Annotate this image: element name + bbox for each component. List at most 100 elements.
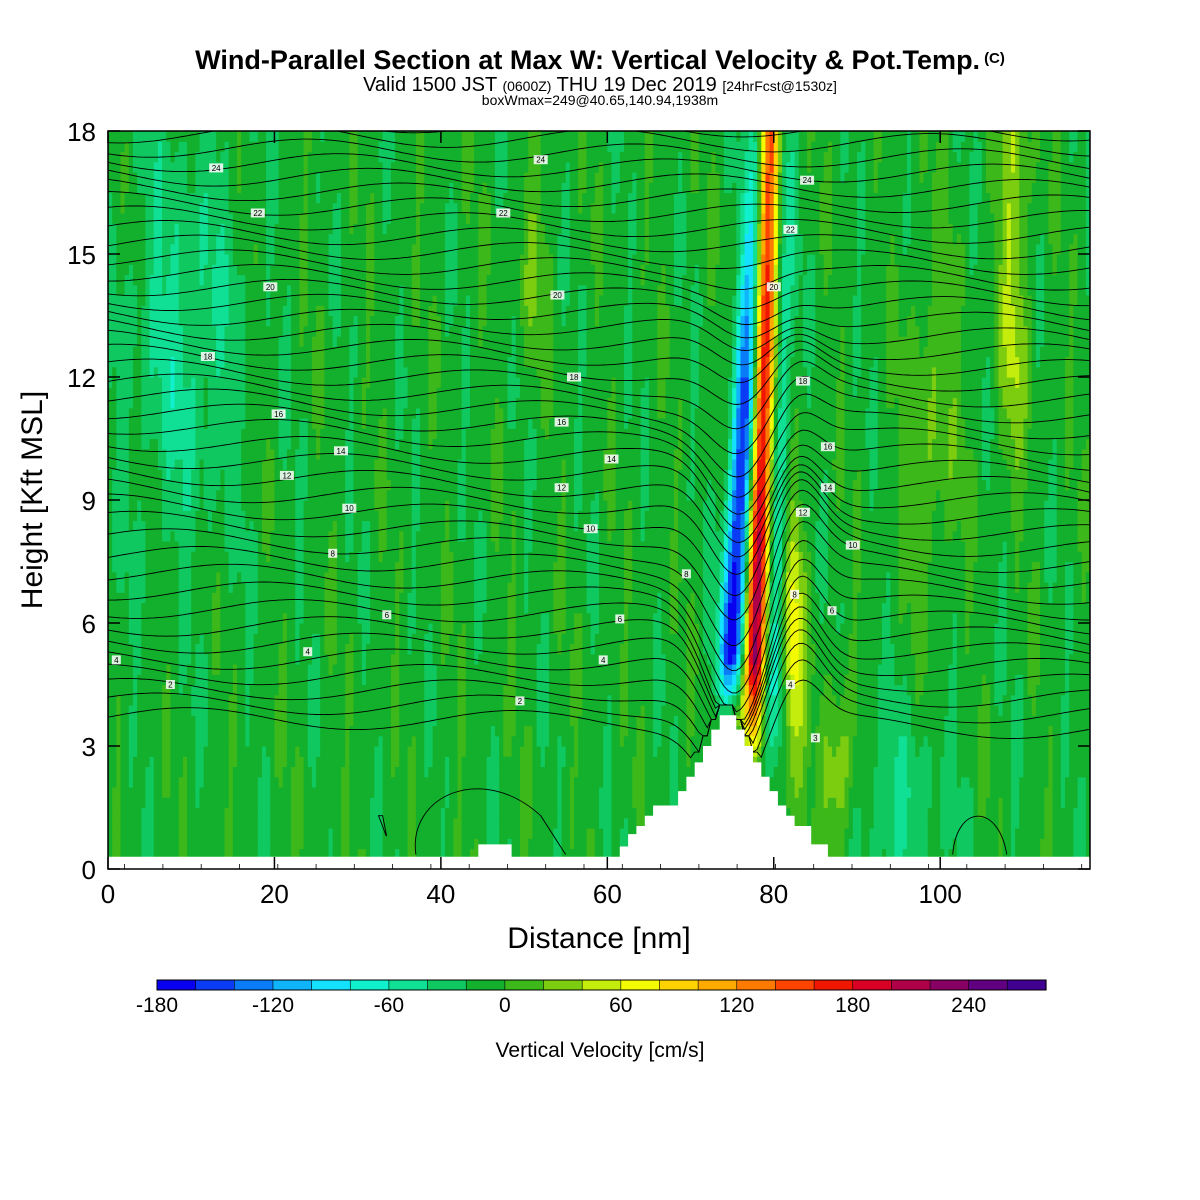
velocity-cell bbox=[162, 561, 167, 573]
velocity-cell bbox=[132, 469, 138, 481]
velocity-cell bbox=[282, 213, 288, 224]
velocity-cell bbox=[108, 674, 113, 686]
velocity-cell bbox=[132, 817, 138, 829]
velocity-cell bbox=[195, 828, 201, 839]
velocity-cell bbox=[112, 582, 117, 593]
velocity-cell bbox=[278, 787, 284, 798]
velocity-cell bbox=[195, 346, 201, 358]
velocity-cell bbox=[274, 602, 280, 614]
velocity-cell bbox=[320, 315, 325, 327]
velocity-cell bbox=[174, 582, 180, 593]
velocity-cell bbox=[108, 315, 113, 327]
velocity-cell bbox=[191, 735, 196, 747]
velocity-cell bbox=[141, 233, 147, 245]
velocity-cell bbox=[295, 305, 301, 317]
velocity-cell bbox=[316, 284, 321, 296]
velocity-cell bbox=[191, 407, 196, 419]
velocity-cell bbox=[249, 530, 255, 542]
velocity-cell bbox=[365, 582, 371, 593]
velocity-cell bbox=[257, 254, 263, 265]
velocity-cell bbox=[157, 746, 163, 757]
velocity-cell bbox=[311, 428, 317, 440]
velocity-cell bbox=[270, 838, 276, 850]
velocity-cell bbox=[349, 766, 355, 778]
velocity-cell bbox=[137, 172, 142, 183]
velocity-cell bbox=[216, 448, 221, 460]
velocity-cell bbox=[353, 131, 359, 142]
velocity-cell bbox=[361, 459, 367, 470]
velocity-cell bbox=[132, 633, 138, 645]
velocity-cell bbox=[232, 797, 238, 809]
velocity-cell bbox=[132, 828, 138, 839]
velocity-cell bbox=[320, 192, 325, 204]
velocity-cell bbox=[374, 192, 380, 204]
velocity-cell bbox=[112, 264, 117, 276]
velocity-cell bbox=[378, 315, 384, 327]
velocity-cell bbox=[249, 243, 255, 255]
velocity-cell bbox=[270, 418, 276, 429]
velocity-cell bbox=[137, 664, 142, 675]
velocity-cell bbox=[187, 602, 192, 614]
velocity-cell bbox=[282, 387, 288, 399]
velocity-cell bbox=[261, 131, 267, 142]
velocity-cell bbox=[166, 756, 172, 768]
velocity-cell bbox=[382, 674, 388, 686]
velocity-cell bbox=[282, 735, 288, 747]
velocity-cell bbox=[324, 459, 330, 470]
velocity-cell bbox=[216, 551, 221, 563]
velocity-cell bbox=[170, 561, 176, 573]
velocity-cell bbox=[345, 243, 350, 255]
velocity-cell bbox=[232, 182, 238, 194]
velocity-cell bbox=[266, 623, 271, 634]
velocity-cell bbox=[316, 664, 321, 675]
velocity-cell bbox=[116, 787, 122, 798]
velocity-cell bbox=[166, 694, 172, 706]
velocity-cell bbox=[145, 366, 151, 378]
velocity-cell bbox=[386, 592, 392, 604]
velocity-cell bbox=[295, 807, 301, 819]
velocity-cell bbox=[270, 561, 276, 573]
velocity-cell bbox=[303, 694, 309, 706]
velocity-cell bbox=[249, 489, 255, 501]
velocity-cell bbox=[157, 397, 163, 409]
velocity-cell bbox=[199, 397, 205, 409]
velocity-cell bbox=[357, 653, 363, 665]
velocity-cell bbox=[266, 213, 271, 224]
velocity-cell bbox=[266, 828, 271, 839]
velocity-cell bbox=[220, 735, 226, 747]
velocity-cell bbox=[257, 551, 263, 563]
velocity-cell bbox=[195, 551, 201, 563]
velocity-cell bbox=[390, 284, 396, 296]
velocity-cell bbox=[282, 623, 288, 634]
velocity-cell bbox=[174, 243, 180, 255]
velocity-cell bbox=[332, 674, 338, 686]
velocity-cell bbox=[336, 325, 342, 337]
velocity-cell bbox=[386, 489, 392, 501]
velocity-cell bbox=[378, 325, 384, 337]
velocity-cell bbox=[357, 500, 363, 511]
velocity-cell bbox=[232, 684, 238, 696]
velocity-cell bbox=[253, 377, 259, 388]
velocity-cell bbox=[307, 407, 313, 419]
velocity-cell bbox=[174, 510, 180, 522]
velocity-cell bbox=[353, 776, 359, 788]
velocity-cell bbox=[261, 776, 267, 788]
velocity-cell bbox=[270, 315, 276, 327]
velocity-cell bbox=[324, 787, 330, 798]
velocity-cell bbox=[170, 746, 176, 757]
velocity-cell bbox=[203, 725, 209, 737]
velocity-cell bbox=[341, 428, 346, 440]
velocity-cell bbox=[228, 766, 234, 778]
velocity-cell bbox=[178, 582, 184, 593]
velocity-cell bbox=[145, 202, 151, 214]
velocity-cell bbox=[141, 336, 147, 347]
velocity-cell bbox=[382, 664, 388, 675]
velocity-cell bbox=[220, 305, 226, 317]
velocity-cell bbox=[374, 418, 380, 429]
velocity-cell bbox=[170, 510, 176, 522]
velocity-cell bbox=[137, 182, 142, 194]
velocity-cell bbox=[212, 459, 217, 470]
velocity-cell bbox=[274, 397, 280, 409]
velocity-cell bbox=[332, 715, 338, 727]
velocity-cell bbox=[212, 397, 217, 409]
